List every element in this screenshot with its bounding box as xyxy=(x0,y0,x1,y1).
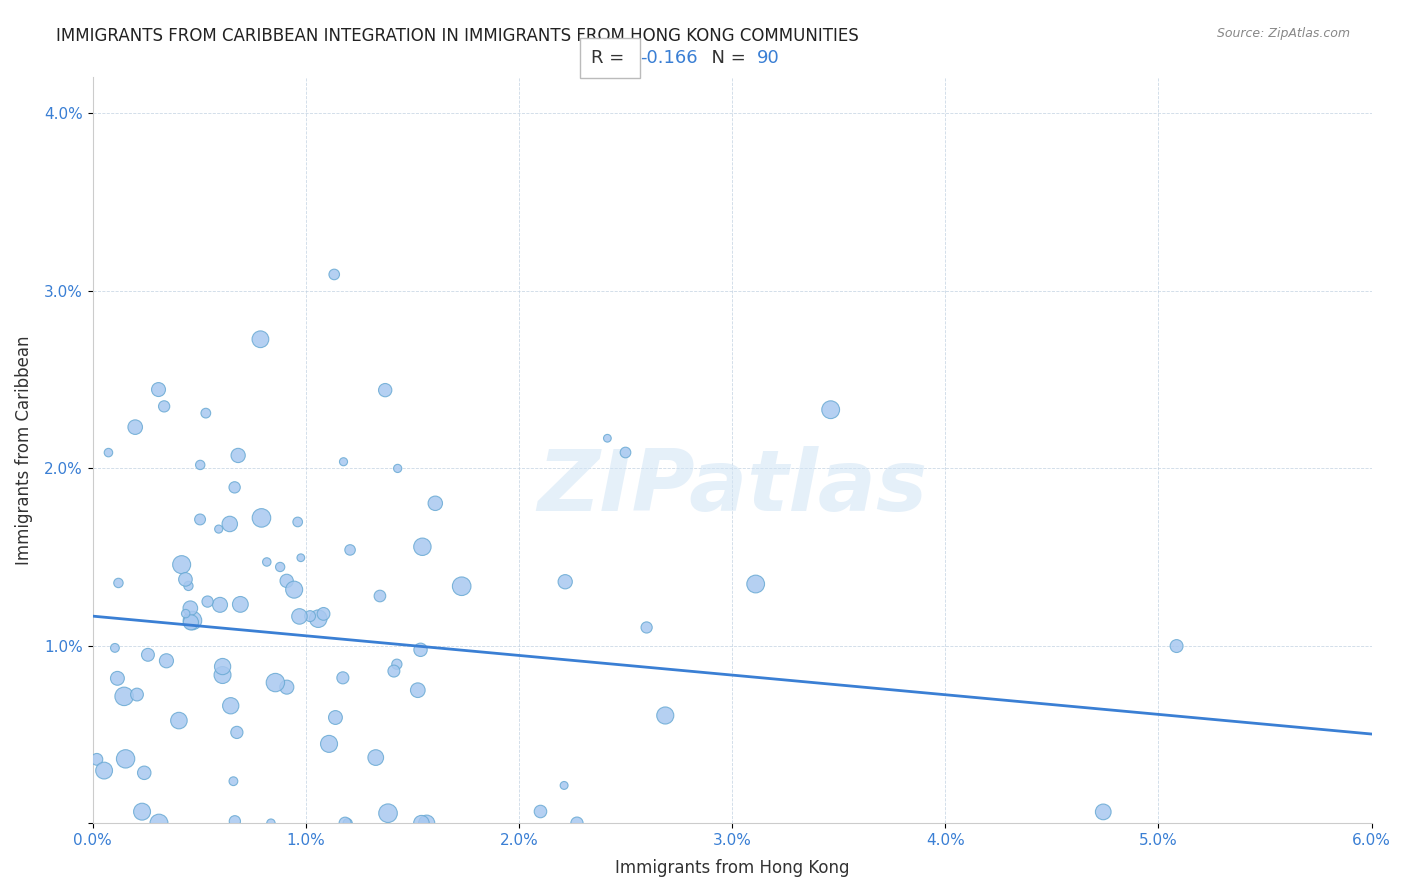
Point xyxy=(411,540,433,554)
Point xyxy=(179,601,201,615)
Point xyxy=(283,582,305,597)
Point xyxy=(148,383,170,397)
Point xyxy=(529,805,551,819)
Point xyxy=(174,573,197,587)
Point xyxy=(387,461,409,475)
Point xyxy=(1092,805,1115,819)
Point xyxy=(654,708,676,723)
Point xyxy=(276,680,298,694)
Text: -0.166: -0.166 xyxy=(640,49,697,67)
Point xyxy=(1166,639,1188,653)
Point xyxy=(287,515,309,529)
Point xyxy=(368,589,391,603)
Point xyxy=(224,480,246,494)
Point xyxy=(299,609,322,624)
Point xyxy=(107,576,129,591)
Point xyxy=(222,774,245,789)
Point xyxy=(219,698,242,713)
Point xyxy=(188,512,211,526)
Point xyxy=(336,816,359,830)
Text: IMMIGRANTS FROM CARIBBEAN INTEGRATION IN IMMIGRANTS FROM HONG KONG COMMUNITIES: IMMIGRANTS FROM CARIBBEAN INTEGRATION IN… xyxy=(56,27,859,45)
Point xyxy=(411,816,433,830)
Point xyxy=(197,594,219,608)
Point xyxy=(269,560,291,574)
Point xyxy=(167,714,190,728)
Point xyxy=(211,659,233,673)
Point xyxy=(180,615,202,630)
Point xyxy=(260,816,283,830)
Point xyxy=(170,558,193,572)
Point xyxy=(124,420,146,434)
Point xyxy=(225,725,247,739)
Point xyxy=(382,664,405,678)
Point xyxy=(134,765,156,780)
Point xyxy=(339,543,361,558)
Point xyxy=(636,620,658,634)
Point xyxy=(264,675,287,690)
Point xyxy=(125,688,148,702)
Point xyxy=(288,609,311,624)
Point xyxy=(229,598,252,612)
Point xyxy=(385,657,408,672)
Point xyxy=(312,607,335,621)
Point xyxy=(425,496,447,510)
Point xyxy=(596,431,619,445)
Point xyxy=(93,764,115,778)
Text: Source: ZipAtlas.com: Source: ZipAtlas.com xyxy=(1216,27,1350,40)
Point xyxy=(364,750,387,764)
Point xyxy=(332,671,354,685)
Point xyxy=(820,402,842,417)
X-axis label: Immigrants from Hong Kong: Immigrants from Hong Kong xyxy=(614,859,849,877)
Point xyxy=(86,752,108,766)
Point xyxy=(174,607,197,621)
Point xyxy=(323,268,346,282)
Point xyxy=(744,577,766,591)
Point xyxy=(377,806,399,821)
Point xyxy=(325,710,347,724)
Text: ZIPatlas: ZIPatlas xyxy=(537,446,928,529)
Point xyxy=(226,449,249,463)
Point xyxy=(406,683,429,698)
Point xyxy=(450,579,472,593)
Point xyxy=(249,332,271,346)
Text: 90: 90 xyxy=(756,49,779,67)
Point xyxy=(107,671,129,685)
Point xyxy=(153,400,176,414)
Point xyxy=(97,445,120,459)
Point xyxy=(211,668,233,682)
Text: N =: N = xyxy=(700,49,752,67)
Point xyxy=(554,574,576,589)
Point xyxy=(224,814,246,829)
Point xyxy=(208,522,231,536)
Point xyxy=(148,816,170,830)
Point xyxy=(553,779,575,793)
Point xyxy=(332,455,354,469)
Point xyxy=(188,458,211,472)
Point xyxy=(307,612,329,626)
Point xyxy=(194,406,217,420)
Point xyxy=(256,555,278,569)
Y-axis label: Immigrants from Caribbean: Immigrants from Caribbean xyxy=(15,335,32,565)
Point xyxy=(208,598,231,612)
Point xyxy=(177,579,200,593)
Point xyxy=(181,614,204,628)
Point xyxy=(318,737,340,751)
Point xyxy=(614,445,637,459)
Point xyxy=(218,516,240,531)
Point xyxy=(104,640,127,655)
Point xyxy=(290,550,312,565)
Point xyxy=(276,574,298,588)
Text: R =: R = xyxy=(591,49,630,67)
Point xyxy=(409,642,432,657)
Point xyxy=(112,690,135,704)
Point xyxy=(250,511,273,525)
Point xyxy=(415,816,437,830)
Point xyxy=(131,805,153,819)
Point xyxy=(565,816,588,830)
Point xyxy=(374,383,396,397)
Point xyxy=(155,654,177,668)
Point xyxy=(136,648,159,662)
Point xyxy=(333,816,356,830)
Point xyxy=(114,752,136,766)
